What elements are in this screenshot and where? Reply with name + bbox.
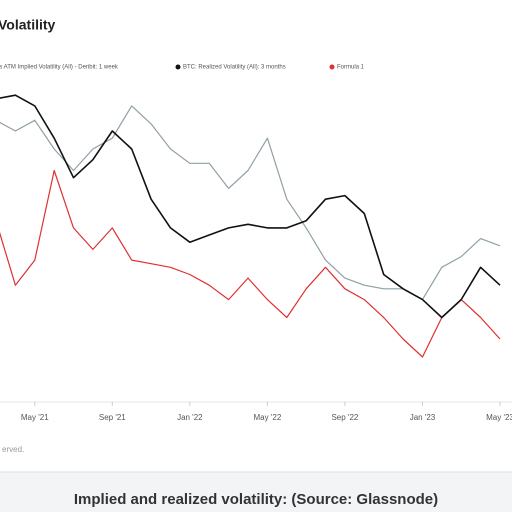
x-tick-label: May '23 [486,413,512,422]
legend-label: es ATM Implied Volatility (All) - Deribi… [0,65,119,71]
chart-title: Volatility [0,17,56,33]
series-line [0,94,501,319]
x-tick-label: Jan '22 [177,413,203,422]
x-tick-label: Jan '23 [410,413,436,422]
series-line [0,169,501,358]
x-tick-label: May '21 [21,413,49,422]
caption: Implied and realized volatility: (Source… [74,491,438,508]
card [0,0,512,472]
x-tick-label: Sep '22 [331,413,358,422]
legend-label: Formula 1 [337,65,365,71]
x-tick-label: May '22 [254,413,282,422]
x-tick-label: Sep '21 [99,413,126,422]
legend-dot [175,64,181,70]
footer: erved. [2,445,24,454]
legend-label: BTC: Realized Volatility (All): 3 months [183,65,286,71]
legend-dot [329,64,335,70]
